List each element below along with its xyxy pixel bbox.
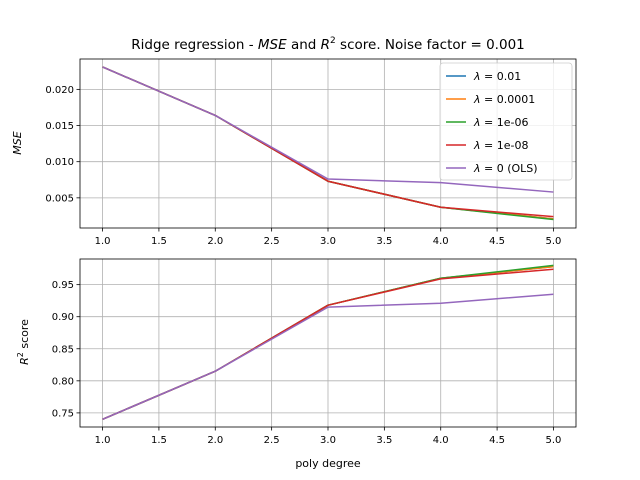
legend-entry: λ = 0 (OLS) — [473, 162, 538, 175]
title-r: R — [321, 37, 330, 53]
mse-ytick-label: 0.010 — [45, 157, 74, 168]
mse-series-line — [102, 66, 554, 193]
mse-xtick-label: 1.5 — [151, 236, 167, 247]
r2-xtick-label: 4.0 — [433, 435, 449, 446]
r2-ytick-label: 0.95 — [52, 280, 74, 291]
r2-xtick-label: 4.5 — [489, 435, 505, 446]
title-prefix: Ridge regression - — [131, 37, 258, 53]
title-and: and — [287, 37, 321, 53]
r2-ylabel-suffix: score — [18, 319, 31, 352]
mse-axes-frame — [79, 58, 577, 229]
mse-ytick-label: 0.015 — [45, 121, 74, 132]
mse-xtick-label: 2.5 — [264, 236, 280, 247]
legend-entry: λ = 0.0001 — [473, 93, 535, 106]
mse-ytick-label: 0.005 — [45, 193, 74, 204]
r2-xtick-label: 5.0 — [546, 435, 562, 446]
r2-panel: 1.0 1.5 2.0 2.5 3.0 3.5 4.0 4.5 5.0 0.75 0.80 0.85 0… — [52, 258, 577, 446]
mse-xtick-label: 3.5 — [376, 236, 392, 247]
r2-xtick-label: 2.5 — [264, 435, 280, 446]
r2-ytick-label: 0.80 — [52, 376, 74, 387]
legend-entry: λ = 1e-06 — [473, 116, 528, 129]
mse-xtick-label: 4.5 — [489, 236, 505, 247]
r2-xtick-label: 3.5 — [376, 435, 392, 446]
r2-axes-frame — [79, 258, 577, 428]
mse-xtick-label: 1.0 — [95, 236, 111, 247]
mse-ytick-label: 0.020 — [45, 85, 74, 96]
title-suffix: score. Noise factor = 0.001 — [336, 37, 525, 53]
r2-series-line — [102, 293, 554, 420]
legend-box — [439, 62, 573, 181]
mse-xtick-label: 5.0 — [546, 236, 562, 247]
r2-ytick-label: 0.85 — [52, 344, 74, 355]
title-mse: MSE — [258, 37, 287, 53]
legend-entry: λ = 0.01 — [473, 70, 521, 83]
title-sup: 2 — [330, 36, 336, 46]
r2-ytick-label: 0.75 — [52, 408, 74, 419]
legend: λ = 0.01 λ = 0.0001 λ = 1e-06 λ = 1e-08 λ = … — [439, 62, 573, 181]
x-axis-label: poly degree — [295, 457, 361, 470]
r2-xtick-label: 1.0 — [95, 435, 111, 446]
mse-xtick-label: 4.0 — [433, 236, 449, 247]
r2-ylabel-base: R — [18, 357, 31, 365]
chart-title: Ridge regression - MSE and R2 score. Noi… — [131, 36, 525, 53]
legend-entry: λ = 1e-08 — [473, 139, 528, 152]
mse-panel: 1.0 1.5 2.0 2.5 3.0 3.5 4.0 4.5 5.0 0.005 0.010 0.0… — [45, 58, 577, 247]
r2-ylabel-sup: 2 — [16, 352, 25, 357]
r2-ylabel: R2 score — [16, 319, 31, 365]
r2-xtick-label: 1.5 — [151, 435, 167, 446]
mse-ylabel: MSE — [11, 131, 24, 154]
r2-xtick-label: 2.0 — [207, 435, 223, 446]
r2-xtick-label: 3.0 — [320, 435, 336, 446]
r2-ytick-label: 0.90 — [52, 312, 74, 323]
mse-xtick-label: 3.0 — [320, 236, 336, 247]
mse-xtick-label: 2.0 — [207, 236, 223, 247]
